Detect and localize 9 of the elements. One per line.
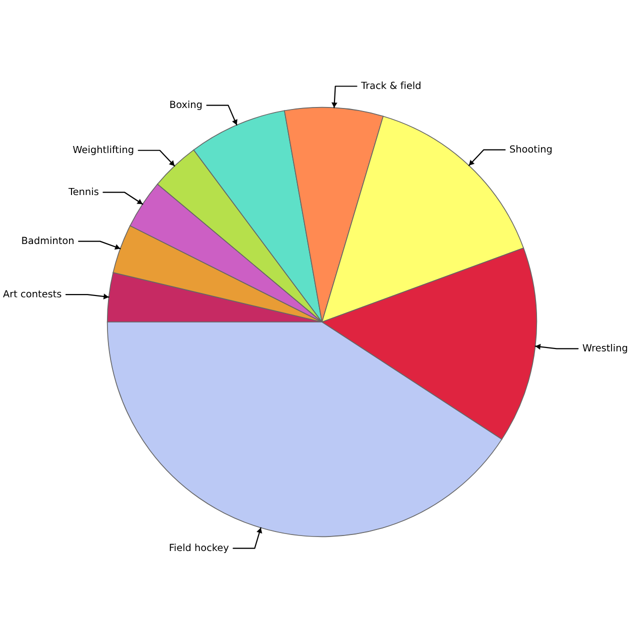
slice-label: Tennis: [68, 188, 98, 196]
slice-label: Boxing: [170, 100, 202, 110]
slice-label: Field hockey: [170, 544, 229, 554]
slice-label: Badminton: [22, 236, 74, 244]
slice-label: Track & field: [361, 82, 420, 90]
slice-label: Wrestling: [582, 344, 628, 354]
slice-label: Shooting: [510, 145, 552, 155]
slice-label: Weightlifting: [73, 146, 134, 156]
slice-label: Art contests: [3, 290, 62, 298]
